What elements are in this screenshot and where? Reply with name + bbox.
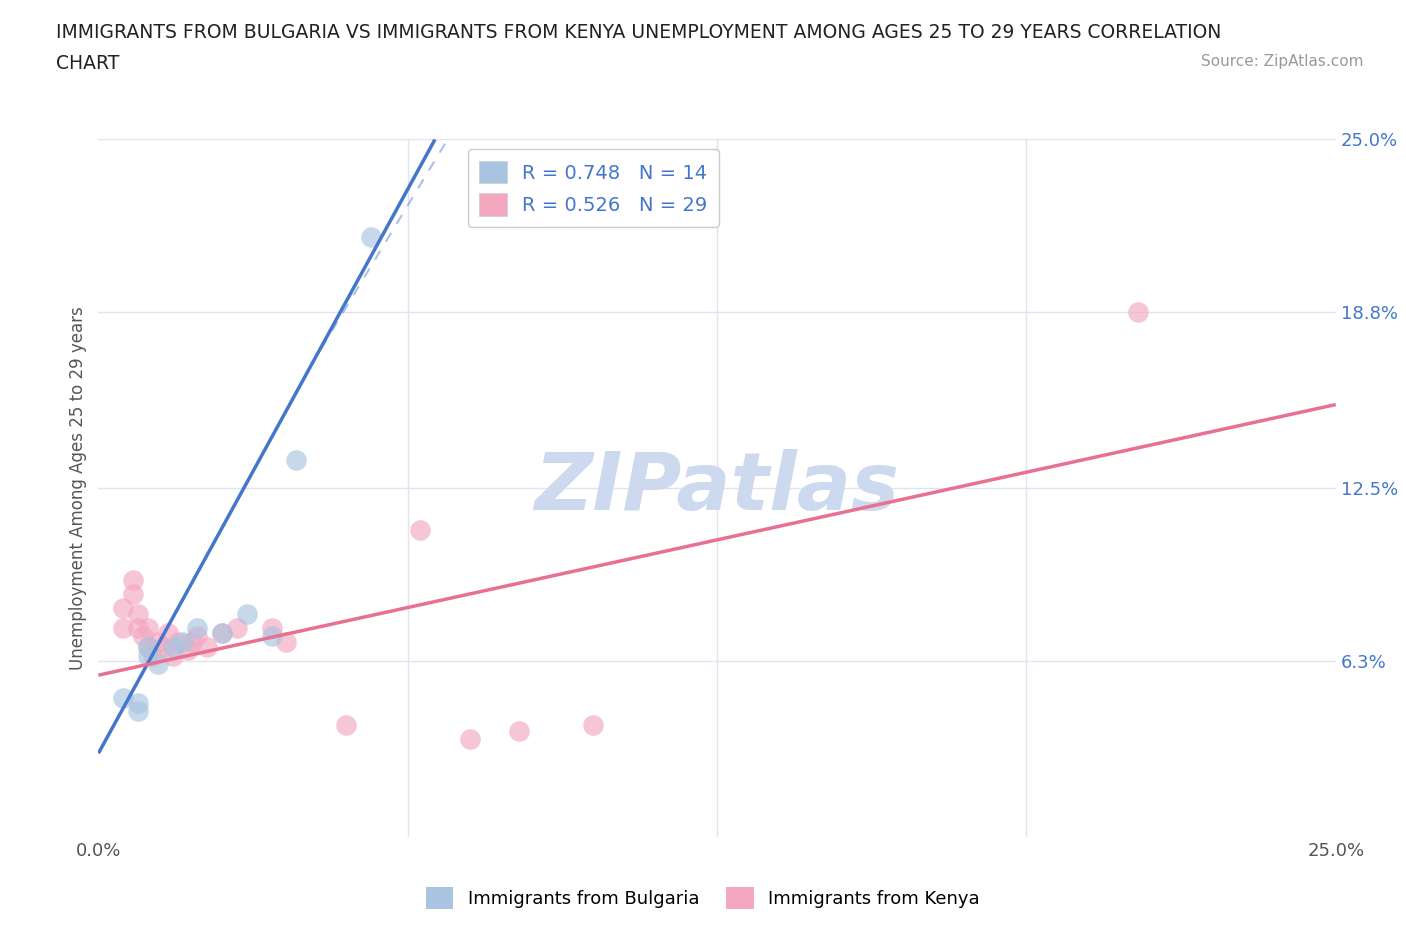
Point xyxy=(582,718,605,733)
Point xyxy=(127,704,149,719)
Point xyxy=(127,620,149,635)
Point xyxy=(181,634,204,649)
Point xyxy=(142,648,165,663)
Point xyxy=(211,626,233,641)
Point xyxy=(458,732,481,747)
Point xyxy=(276,634,298,649)
Point xyxy=(136,620,159,635)
Point xyxy=(132,629,155,644)
Point xyxy=(195,640,218,655)
Point xyxy=(127,696,149,711)
Point xyxy=(136,640,159,655)
Point xyxy=(127,606,149,621)
Point xyxy=(260,620,283,635)
Point xyxy=(122,573,145,588)
Point xyxy=(136,640,159,655)
Legend: Immigrants from Bulgaria, Immigrants from Kenya: Immigrants from Bulgaria, Immigrants fro… xyxy=(419,880,987,916)
Point xyxy=(112,690,135,705)
Point xyxy=(162,640,184,655)
Point xyxy=(146,657,169,671)
Point xyxy=(508,724,530,738)
Point xyxy=(112,601,135,616)
Point xyxy=(172,634,194,649)
Point xyxy=(211,626,233,641)
Point xyxy=(260,629,283,644)
Point xyxy=(186,620,208,635)
Point xyxy=(186,629,208,644)
Point xyxy=(409,523,432,538)
Y-axis label: Unemployment Among Ages 25 to 29 years: Unemployment Among Ages 25 to 29 years xyxy=(69,306,87,671)
Text: Source: ZipAtlas.com: Source: ZipAtlas.com xyxy=(1201,54,1364,69)
Point xyxy=(112,620,135,635)
Point xyxy=(146,634,169,649)
Point xyxy=(136,648,159,663)
Text: ZIPatlas: ZIPatlas xyxy=(534,449,900,527)
Point xyxy=(122,587,145,602)
Point xyxy=(156,626,179,641)
Point xyxy=(1126,305,1149,320)
Point xyxy=(166,634,188,649)
Point xyxy=(360,230,382,245)
Point xyxy=(176,643,198,658)
Text: CHART: CHART xyxy=(56,54,120,73)
Point xyxy=(162,648,184,663)
Text: IMMIGRANTS FROM BULGARIA VS IMMIGRANTS FROM KENYA UNEMPLOYMENT AMONG AGES 25 TO : IMMIGRANTS FROM BULGARIA VS IMMIGRANTS F… xyxy=(56,23,1222,42)
Point xyxy=(226,620,249,635)
Point xyxy=(335,718,357,733)
Point xyxy=(285,453,308,468)
Point xyxy=(236,606,259,621)
Point xyxy=(152,640,174,655)
Legend: R = 0.748   N = 14, R = 0.526   N = 29: R = 0.748 N = 14, R = 0.526 N = 29 xyxy=(468,149,718,227)
